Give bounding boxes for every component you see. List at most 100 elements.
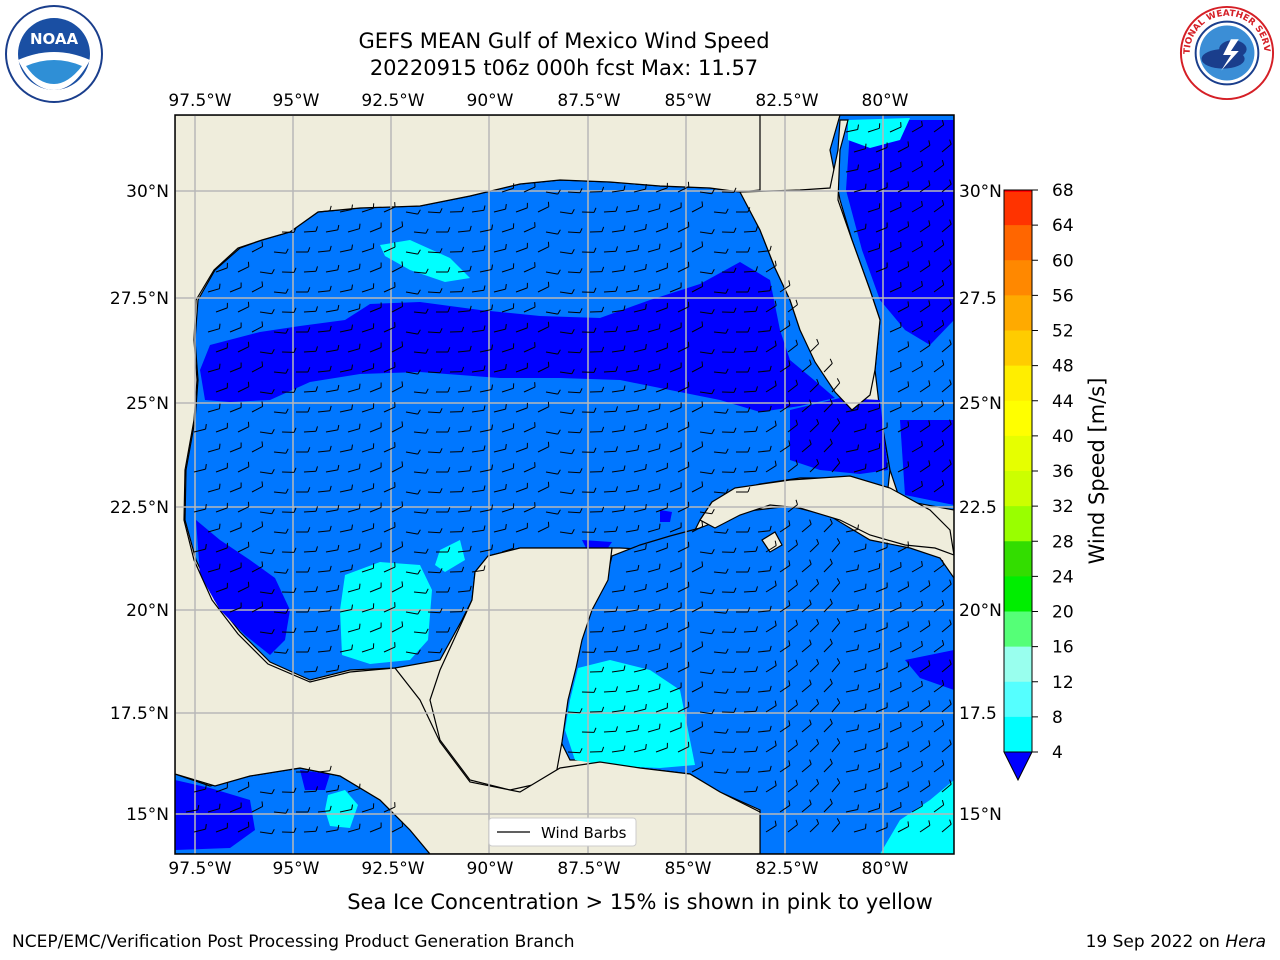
wind-barb — [369, 347, 382, 353]
wind-barb-flag — [928, 780, 931, 786]
wind-barb — [273, 371, 286, 374]
wind-barb-flag — [447, 267, 451, 273]
wind-barb — [941, 183, 952, 193]
wind-barb — [875, 667, 888, 673]
wind-barb-flag — [941, 239, 945, 246]
wind-barb-flag — [219, 523, 221, 529]
wind-barb — [303, 510, 317, 513]
wind-barb-flag — [816, 418, 820, 424]
wind-barb-flag — [769, 405, 772, 411]
colorbar-segment — [1004, 646, 1032, 683]
wind-barb — [361, 327, 374, 333]
wind-barb-flag — [329, 765, 332, 771]
wind-barb — [303, 310, 317, 313]
wind-barb — [765, 625, 777, 633]
colorbar-tick-label: 36 — [1052, 462, 1074, 482]
wind-barb — [303, 430, 317, 433]
wind-barb-flag — [271, 389, 275, 394]
strong-wind-regions — [325, 118, 954, 854]
wind-barb — [941, 143, 952, 153]
wind-barb — [779, 444, 791, 453]
wind-barb — [699, 711, 712, 715]
wind-barb — [493, 208, 506, 213]
wind-barb-flag — [261, 401, 264, 407]
colorbar-tick-label: 16 — [1052, 638, 1074, 658]
wind-barb-flag — [579, 508, 583, 514]
wind-barb — [479, 549, 492, 553]
wind-barb-flag — [645, 544, 647, 550]
wind-barb-flag — [701, 521, 704, 527]
wind-barb — [647, 648, 660, 653]
wind-barb-flag — [601, 186, 605, 192]
wind-barb — [325, 789, 338, 793]
wind-barb-flag — [469, 265, 472, 271]
wind-barb — [779, 644, 791, 653]
wind-barb-flag — [359, 423, 361, 429]
wind-barb — [809, 343, 819, 353]
wind-barb — [897, 745, 909, 753]
wind-barb — [537, 406, 550, 413]
wind-barb-flag — [491, 224, 493, 230]
wind-barb-flag — [747, 287, 751, 293]
wind-barb-flag — [579, 228, 583, 234]
wind-barb-flag — [816, 538, 820, 544]
wind-barb — [361, 527, 374, 533]
wind-barb — [405, 411, 418, 415]
wind-barb — [713, 291, 726, 294]
wind-barb — [325, 229, 338, 233]
wind-barb-flag — [865, 183, 867, 189]
wind-barb-flag — [601, 506, 605, 512]
wind-barb — [655, 427, 668, 433]
wind-barb-flag — [615, 326, 618, 332]
wind-barb-flag — [469, 305, 472, 311]
wind-barb — [779, 524, 791, 533]
wind-barb — [677, 346, 690, 353]
wind-barb — [809, 663, 819, 673]
wind-barb — [889, 686, 902, 693]
wind-barb — [897, 145, 909, 153]
wind-barb — [515, 287, 528, 293]
wind-barb — [237, 826, 250, 833]
wind-barb-flag — [337, 344, 340, 350]
wind-barb — [347, 228, 360, 233]
wind-barb-flag — [417, 369, 421, 375]
wind-barb — [845, 169, 858, 173]
wind-barb — [567, 511, 581, 514]
wind-barb-flag — [809, 519, 812, 525]
wind-barb-flag — [271, 309, 275, 314]
wind-barb — [845, 689, 858, 693]
wind-barb — [919, 584, 931, 593]
wind-barb — [361, 487, 374, 493]
lon-label-top: 82.5°W — [755, 91, 818, 111]
wind-barb — [361, 807, 374, 813]
wind-barb — [699, 351, 712, 355]
wind-barb — [647, 368, 660, 373]
wind-barb-flag — [579, 708, 583, 714]
wind-barb — [317, 330, 330, 333]
wind-barb — [251, 485, 263, 493]
wind-barb-flag — [816, 698, 820, 704]
wind-barb — [765, 345, 777, 353]
wind-barb-flag — [219, 363, 221, 369]
wind-barb-flag — [645, 464, 647, 470]
wind-barb — [787, 624, 798, 633]
wind-barb — [303, 670, 317, 673]
wind-barb-flag — [941, 599, 945, 606]
wind-barb — [347, 308, 360, 313]
wind-barb — [831, 822, 841, 833]
wind-barb — [757, 330, 770, 333]
wind-barb-flag — [557, 269, 561, 275]
wind-barb-flag — [425, 508, 429, 514]
wind-barb — [867, 687, 880, 693]
wind-barb — [677, 386, 690, 393]
wind-barb-flag — [907, 781, 910, 787]
wind-barb-flag — [359, 263, 361, 269]
wind-barb — [237, 546, 250, 553]
wind-barb-flag — [941, 399, 945, 406]
colorbar-tick-label: 48 — [1052, 357, 1074, 377]
wind-barb — [647, 528, 660, 533]
wind-barb-flag — [701, 441, 704, 447]
wind-barb-flag — [579, 748, 583, 754]
wind-barb-flag — [571, 489, 575, 494]
wind-barb-flag — [907, 221, 910, 227]
